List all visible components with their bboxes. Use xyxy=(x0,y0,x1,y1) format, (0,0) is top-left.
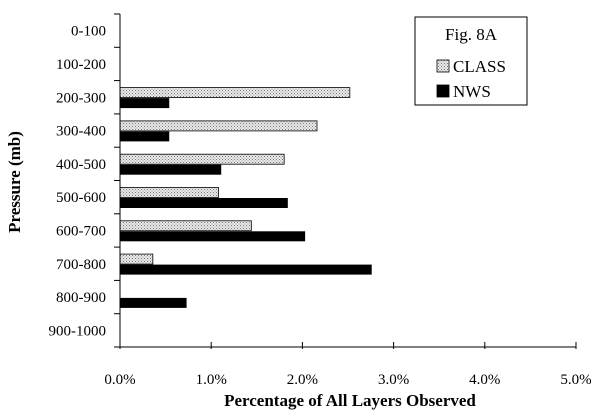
x-tick-label: 1.0% xyxy=(196,372,227,388)
x-tick-label: 4.0% xyxy=(469,372,500,388)
y-tick-label: 100-200 xyxy=(56,57,106,73)
bar-nws-300-400 xyxy=(120,131,170,142)
bar-class-500-600 xyxy=(119,187,219,198)
bar-class-300-400 xyxy=(119,120,318,132)
x-tick-label: 5.0% xyxy=(560,372,591,388)
legend-box xyxy=(414,16,528,106)
legend-label-class: CLASS xyxy=(453,57,506,76)
bar-nws-800-900 xyxy=(120,297,187,308)
bars xyxy=(119,87,372,308)
x-axis-title: Percentage of All Layers Observed xyxy=(224,391,476,410)
x-tick-label: 2.0% xyxy=(287,372,318,388)
y-tick-label: 400-500 xyxy=(56,157,106,173)
axes xyxy=(114,13,576,348)
legend-swatch-class xyxy=(436,59,450,73)
tick-labels: 0-100 100-200 200-300 300-400 400-500 500-600… xyxy=(49,24,592,388)
legend-label-nws: NWS xyxy=(453,82,491,101)
bar-class-700-800 xyxy=(119,253,154,265)
bar-class-400-500 xyxy=(119,153,285,165)
y-tick-label: 700-800 xyxy=(56,257,106,273)
y-tick-label: 200-300 xyxy=(56,90,106,106)
y-tick-label: 0-100 xyxy=(71,24,106,40)
bar-nws-600-700 xyxy=(120,231,306,242)
y-tick-label: 300-400 xyxy=(56,124,106,140)
bar-class-200-300 xyxy=(119,87,351,98)
bar-nws-400-500 xyxy=(120,164,222,175)
y-tick-label: 500-600 xyxy=(56,190,106,206)
y-tick-label: 600-700 xyxy=(56,223,106,239)
y-axis-title: Pressure (mb) xyxy=(5,131,24,233)
bar-nws-500-600 xyxy=(120,198,288,208)
bar-class-600-700 xyxy=(119,220,252,232)
bar-nws-200-300 xyxy=(120,98,170,109)
legend: Fig. 8A CLASS NWS xyxy=(414,16,528,106)
x-axis-ticks xyxy=(119,342,577,349)
legend-swatch-nws xyxy=(436,84,450,98)
legend-title: Fig. 8A xyxy=(445,25,498,44)
y-tick-label: 900-1000 xyxy=(49,323,107,339)
x-tick-label: 0.0% xyxy=(104,372,135,388)
x-tick-label: 3.0% xyxy=(378,372,409,388)
bar-nws-700-800 xyxy=(120,264,372,275)
y-tick-label: 800-900 xyxy=(56,290,106,306)
